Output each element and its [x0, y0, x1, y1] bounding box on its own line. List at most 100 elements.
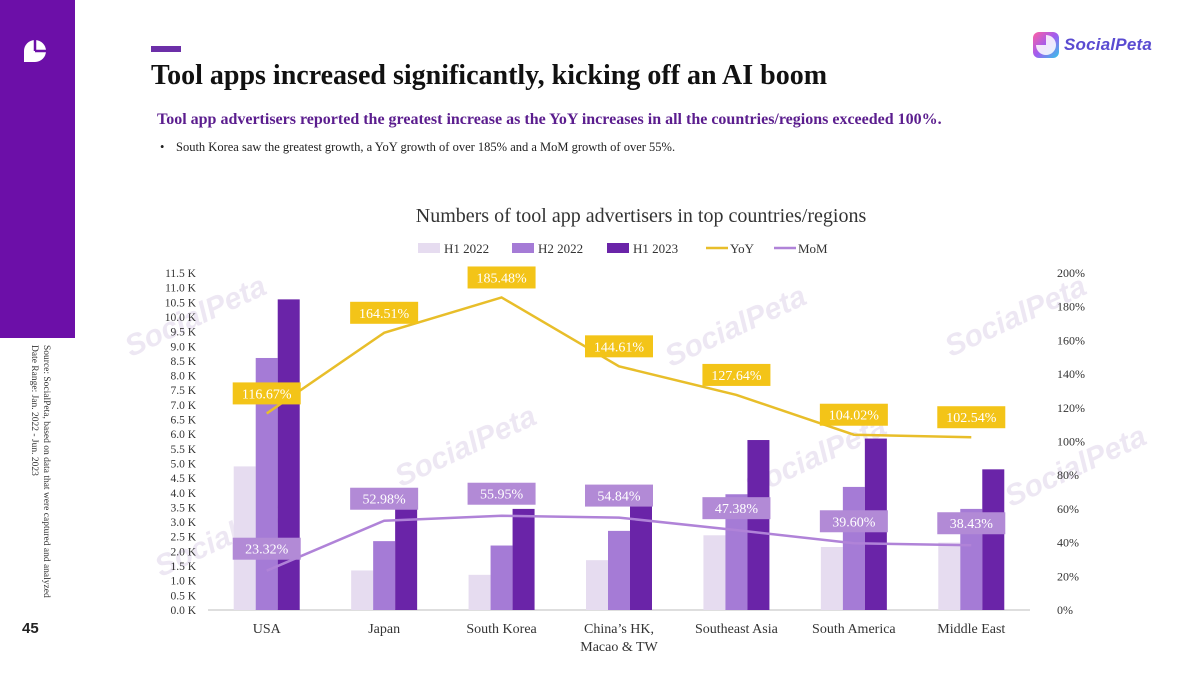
bar-h2-2022 [842, 486, 865, 610]
bar-h1-2023 [630, 488, 652, 610]
data-label-bg-yoy [937, 406, 1006, 429]
x-category-label: South America [812, 622, 896, 637]
data-label-bg-mom [350, 487, 419, 510]
y-left-tick-label: 9.5 K [170, 327, 196, 339]
data-label-yoy: 102.54% [946, 411, 997, 426]
brand-logo: SocialPeta [1032, 30, 1152, 60]
data-label-bg-yoy [819, 403, 888, 426]
y-left-tick-label: 10.5 K [165, 297, 197, 309]
data-label-bg-mom [232, 537, 301, 560]
y-right-tick-label: 100% [1057, 435, 1085, 449]
y-left-tick-label: 7.5 K [170, 385, 196, 397]
data-label-mom: 55.95% [480, 488, 524, 503]
data-label-bg-yoy [702, 363, 771, 386]
x-category-label: Middle East [937, 622, 1005, 637]
data-label-yoy: 164.51% [359, 307, 410, 322]
y-left-tick-label: 3.0 K [170, 517, 196, 529]
data-label-mom: 38.43% [950, 517, 994, 532]
data-label-yoy: 127.64% [711, 369, 762, 384]
y-left-tick-label: 2.0 K [170, 546, 196, 558]
y-right-tick-label: 140% [1057, 367, 1085, 381]
legend-label: YoY [730, 241, 755, 256]
page-title: Tool apps increased significantly, kicki… [151, 60, 828, 91]
legend-swatch-h2-2022 [512, 243, 534, 253]
y-left-tick-label: 3.5 K [170, 502, 196, 514]
brand-name: SocialPeta [1064, 35, 1152, 54]
y-right-tick-label: 180% [1057, 300, 1085, 314]
bar-h1-2023 [982, 469, 1005, 610]
x-category-label: Macao & TW [580, 640, 658, 655]
y-left-tick-label: 9.0 K [170, 341, 196, 353]
bar-h2-2022 [490, 545, 513, 610]
bar-h1-2022 [820, 546, 843, 610]
bar-h1-2022 [468, 574, 491, 610]
bar-h2-2022 [608, 530, 630, 610]
y-left-tick-label: 8.0 K [170, 371, 196, 383]
data-label-bg-mom [819, 510, 888, 533]
bar-h1-2022 [938, 542, 961, 610]
data-label-yoy: 116.67% [242, 387, 292, 402]
bar-h2-2022 [725, 494, 748, 610]
y-right-tick-label: 20% [1057, 569, 1079, 583]
y-left-tick-label: 0.0 K [170, 605, 196, 617]
y-left-tick-label: 4.5 K [170, 473, 196, 485]
y-left-tick-label: 10.0 K [165, 312, 197, 324]
y-right-tick-label: 40% [1057, 536, 1079, 550]
data-label-mom: 23.32% [245, 543, 289, 558]
bullet-point: • South Korea saw the greatest growth, a … [160, 140, 675, 155]
legend-swatch-h1-2022 [418, 243, 440, 253]
y-left-tick-label: 1.5 K [170, 561, 196, 573]
data-label-mom: 54.84% [597, 490, 641, 505]
bar-h1-2022 [703, 535, 726, 610]
y-left-tick-label: 11.5 K [165, 268, 197, 280]
chart-title: Numbers of tool app advertisers in top c… [416, 205, 867, 227]
data-label-mom: 52.98% [363, 493, 407, 508]
line-yoy [266, 296, 972, 439]
legend-swatch-h1-2023 [607, 243, 629, 253]
bar-h1-2023 [747, 440, 770, 610]
data-label-yoy: 185.48% [476, 271, 527, 286]
y-left-tick-label: 11.0 K [165, 283, 197, 295]
y-left-tick-label: 1.0 K [170, 576, 196, 588]
data-label-yoy: 104.02% [829, 409, 880, 424]
y-right-tick-label: 80% [1057, 468, 1079, 482]
y-right-tick-label: 60% [1057, 502, 1079, 516]
data-label-bg-mom [467, 482, 536, 505]
data-label-bg-yoy [467, 266, 536, 289]
bar-h1-2023 [395, 504, 418, 610]
legend-label: H1 2023 [633, 241, 678, 256]
x-category-label: South Korea [466, 622, 537, 637]
y-left-tick-label: 5.0 K [170, 458, 196, 470]
y-left-tick-label: 6.5 K [170, 415, 196, 427]
y-right-tick-label: 0% [1057, 603, 1073, 617]
brand-icon [1033, 32, 1059, 58]
y-left-tick-label: 8.5 K [170, 356, 196, 368]
y-left-tick-label: 0.5 K [170, 590, 196, 602]
legend-label: H1 2022 [444, 241, 489, 256]
bar-h2-2022 [373, 541, 396, 610]
bar-h1-2023 [512, 508, 535, 610]
x-category-label: Southeast Asia [695, 622, 779, 637]
y-right-tick-label: 160% [1057, 333, 1085, 347]
bar-h1-2022 [351, 570, 374, 610]
bullet-dot-icon: • [160, 140, 165, 154]
bullet-text: South Korea saw the greatest growth, a Y… [176, 140, 676, 154]
data-label-bg-yoy [232, 382, 301, 405]
data-label-bg-mom [702, 497, 771, 520]
page-number: 45 [22, 620, 39, 637]
line-mom [266, 514, 972, 572]
sidebar-band [0, 0, 75, 338]
page-subtitle: Tool app advertisers reported the greate… [157, 111, 942, 128]
y-left-tick-label: 4.0 K [170, 488, 196, 500]
data-label-bg-yoy [585, 335, 653, 358]
data-label-yoy: 144.61% [594, 340, 645, 355]
bar-h1-2022 [586, 560, 608, 610]
x-category-label: USA [253, 622, 282, 637]
x-category-label: China’s HK, [584, 622, 654, 637]
title-accent-dash [151, 46, 181, 52]
data-label-bg-mom [937, 512, 1006, 535]
y-left-tick-label: 6.0 K [170, 429, 196, 441]
data-label-mom: 39.60% [832, 515, 876, 530]
bar-h1-2023 [277, 299, 300, 610]
